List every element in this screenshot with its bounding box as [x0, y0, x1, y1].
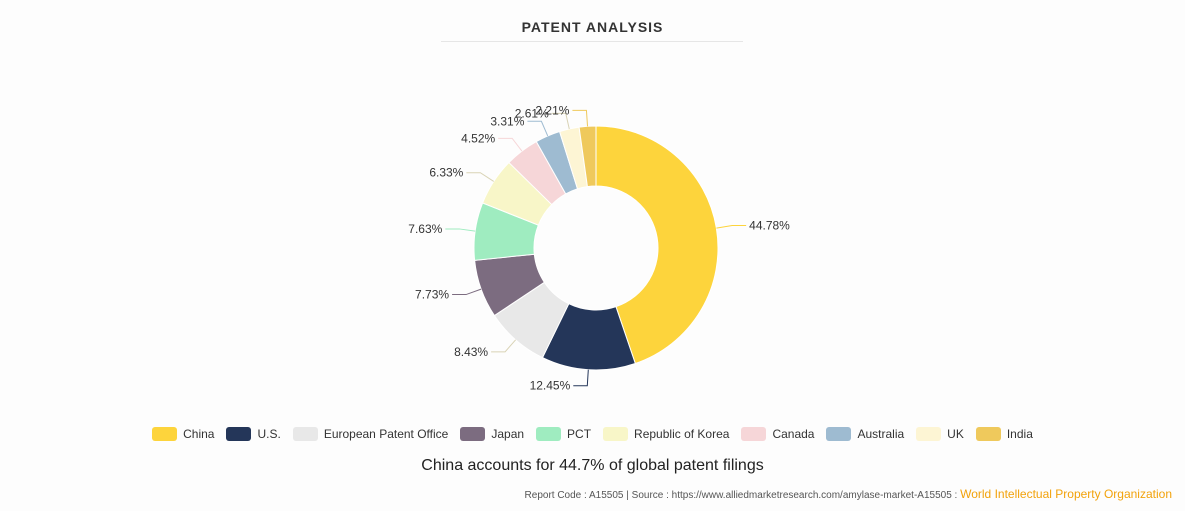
- data-label-canada: 4.52%: [461, 131, 495, 145]
- legend-item-republic-of-korea[interactable]: Republic of Korea: [603, 427, 729, 441]
- leader-line-india: [572, 109, 589, 127]
- legend-swatch: [460, 427, 486, 441]
- chart-title: PATENT ANALYSIS: [521, 19, 664, 35]
- data-label-u-s: 12.45%: [530, 379, 571, 393]
- legend-label: Republic of Korea: [634, 427, 730, 441]
- leader-line-uk: [551, 112, 570, 130]
- leader-line-pct: [445, 228, 476, 232]
- legend-item-china[interactable]: China: [152, 427, 214, 441]
- data-label-australia: 3.31%: [490, 114, 524, 128]
- data-label-india: 2.21%: [535, 103, 569, 117]
- leader-line-china: [716, 224, 747, 229]
- leader-line-european-patent-office: [491, 339, 517, 353]
- legend-item-india[interactable]: India: [975, 427, 1033, 441]
- legend-item-european-patent-office[interactable]: European Patent Office: [292, 427, 449, 441]
- legend-item-u-s[interactable]: U.S.: [226, 427, 281, 441]
- legend-swatch: [226, 427, 252, 441]
- leader-line-republic-of-korea: [466, 172, 495, 182]
- legend-item-uk[interactable]: UK: [916, 427, 964, 441]
- legend-label: European Patent Office: [323, 427, 449, 441]
- chart-caption: China accounts for 44.7% of global paten…: [421, 457, 764, 474]
- legend-swatch: [741, 427, 767, 441]
- legend-label: Canada: [772, 427, 815, 441]
- legend-label: UK: [947, 427, 964, 441]
- legend-label: China: [183, 427, 215, 441]
- legend-label: Australia: [857, 427, 905, 441]
- legend-swatch: [536, 427, 562, 441]
- legend-swatch: [916, 427, 942, 441]
- data-label-european-patent-office: 8.43%: [454, 345, 488, 359]
- legend-item-japan[interactable]: Japan: [460, 427, 524, 441]
- legend-label: PCT: [567, 427, 592, 441]
- legend-swatch: [603, 427, 629, 441]
- slice-china[interactable]: [595, 125, 719, 365]
- legend-item-australia[interactable]: Australia: [826, 427, 904, 441]
- legend-swatch: [292, 427, 318, 441]
- footer-organization: World Intellectual Property Organization: [960, 487, 1172, 501]
- data-label-china: 44.78%: [749, 218, 790, 232]
- legend-item-pct[interactable]: PCT: [536, 427, 591, 441]
- legend-swatch: [152, 427, 178, 441]
- slice-india[interactable]: [578, 125, 597, 188]
- chart-legend: China U.S. European Patent Office Japan PCT R…: [0, 427, 1185, 441]
- leader-line-japan: [452, 288, 482, 296]
- data-label-japan: 7.73%: [415, 288, 449, 302]
- title-divider: [441, 41, 743, 42]
- leader-line-australia: [527, 120, 549, 137]
- data-label-republic-of-korea: 6.33%: [429, 166, 463, 180]
- donut-chart: 44.78% 12.45% 8.43% 7.73% 7.63% 6.33% 4.52% 3.3…: [408, 103, 790, 393]
- legend-label: U.S.: [257, 427, 281, 441]
- source-footer: Report Code : A15505 | Source : https://…: [525, 487, 1172, 501]
- legend-swatch: [975, 427, 1001, 441]
- data-label-pct: 7.63%: [408, 222, 442, 236]
- leader-line-u-s: [573, 369, 589, 387]
- footer-source-text: Report Code : A15505 | Source : https://…: [524, 490, 961, 501]
- legend-label: Japan: [491, 427, 525, 441]
- legend-item-canada[interactable]: Canada: [741, 427, 814, 441]
- data-label-uk: 2.61%: [515, 106, 549, 120]
- legend-label: India: [1006, 427, 1033, 441]
- legend-swatch: [826, 427, 852, 441]
- leader-line-canada: [498, 137, 523, 152]
